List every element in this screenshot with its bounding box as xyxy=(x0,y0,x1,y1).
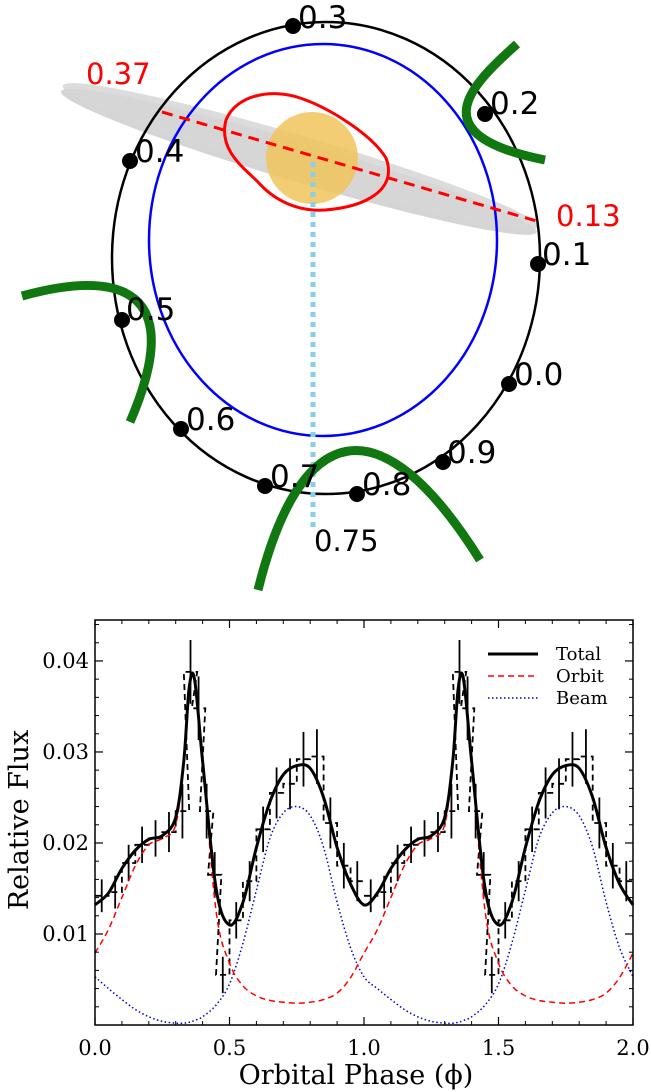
series-line-beam xyxy=(94,805,634,1025)
apastron-label: 0.13 xyxy=(556,199,621,233)
phase-label-0-8: 0.8 xyxy=(362,467,411,503)
phase-dot-0-1 xyxy=(530,256,546,272)
pulsar-orbit xyxy=(147,42,499,438)
data-histogram xyxy=(95,671,364,976)
phase-label-0-3: 0.3 xyxy=(298,0,347,36)
data-histogram xyxy=(364,671,633,976)
phase-dot-0-9 xyxy=(435,454,451,470)
series-line-total xyxy=(93,671,635,927)
shock-curve-phase-0-75 xyxy=(253,446,484,592)
x-tick-label: 0.5 xyxy=(213,1036,246,1060)
phase-label-0-5: 0.5 xyxy=(126,292,175,328)
phase-dot-0-5 xyxy=(114,312,130,328)
phase-label-0-4: 0.4 xyxy=(135,134,184,170)
phase-label-0-1: 0.1 xyxy=(542,237,591,273)
phase-dot-0-2 xyxy=(477,106,493,122)
be-star xyxy=(266,112,358,204)
disk-contour xyxy=(223,92,390,212)
phase-dot-0-7 xyxy=(257,478,273,494)
shock-curve-phase-0-5 xyxy=(20,281,156,424)
inferior-conjunction-label: 0.75 xyxy=(314,524,379,558)
x-tick-label: 1.5 xyxy=(482,1036,515,1060)
y-tick-label: 0.02 xyxy=(42,831,89,855)
y-tick-label: 0.04 xyxy=(42,649,89,673)
y-axis-label: Relative Flux xyxy=(4,730,35,910)
phase-points xyxy=(114,18,546,502)
phase-dot-0-3 xyxy=(285,18,301,34)
phase-dot-0-6 xyxy=(173,421,189,437)
y-tick-label: 0.01 xyxy=(42,922,89,946)
phase-label-0-0: 0.0 xyxy=(514,357,563,393)
y-tick-label: 0.03 xyxy=(42,740,89,764)
phase-label-0-9: 0.9 xyxy=(447,435,496,471)
x-axis-label: Orbital Phase (ϕ) xyxy=(239,1060,474,1091)
phase-dot-0-4 xyxy=(122,153,138,169)
phase-dot-0-0 xyxy=(501,376,517,392)
legend-label-orbit: Orbit xyxy=(556,666,605,687)
phase-label-0-6: 0.6 xyxy=(186,402,235,438)
shock-curve-phase-0-2 xyxy=(461,40,546,165)
x-tick-label: 0.0 xyxy=(78,1036,111,1060)
orbit-diagram: 0.3 0.2 0.4 0.1 0.5 0.0 0.6 0.9 0.7 0.8 … xyxy=(20,0,621,592)
legend-label-beam: Beam xyxy=(556,688,608,709)
x-tick-label: 1.0 xyxy=(347,1036,380,1060)
plot-axes: 0.0 0.5 1.0 1.5 2.0 0.01 0.02 0.03 0.04 xyxy=(42,619,650,1060)
periastron-label: 0.37 xyxy=(86,57,151,91)
plot-area xyxy=(93,640,635,1025)
phase-dot-0-8 xyxy=(349,486,365,502)
x-tick-label: 2.0 xyxy=(616,1036,649,1060)
light-curve-plot: 0.0 0.5 1.0 1.5 2.00.010.020.030.04 TotalOrb… xyxy=(4,619,650,1091)
phase-label-0-2: 0.2 xyxy=(490,86,539,122)
legend-label-total: Total xyxy=(556,644,601,665)
phase-label-0-7: 0.7 xyxy=(270,459,319,495)
series-line-orbit xyxy=(94,672,634,1004)
line-of-apsides xyxy=(161,110,541,224)
